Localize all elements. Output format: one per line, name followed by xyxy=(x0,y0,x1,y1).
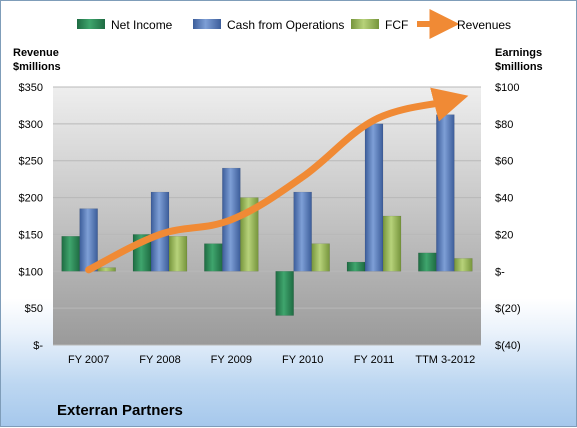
left-axis-title-line1: Revenue xyxy=(13,47,59,59)
left-axis-tick-label: $- xyxy=(33,340,43,352)
revenues-line xyxy=(85,87,469,274)
right-axis-tick-label: $40 xyxy=(495,193,513,205)
left-axis-tick-label: $50 xyxy=(25,303,43,315)
right-axis-title-line2: $millions xyxy=(495,61,543,73)
cash-from-operations-bar xyxy=(364,123,384,272)
left-axis-ticks: $350 $300 $250 $200 $150 $100 $50 $- xyxy=(19,82,44,352)
right-axis-tick-label: $- xyxy=(495,266,505,278)
legend-swatch-cash-from-operations xyxy=(193,19,221,29)
legend-swatch-net-income xyxy=(77,19,105,29)
cash-from-operations-bar xyxy=(79,208,98,272)
right-axis-tick-label: $100 xyxy=(495,82,519,94)
left-axis-tick-label: $150 xyxy=(19,229,43,241)
x-axis-tick-label: TTM 3-2012 xyxy=(415,354,475,366)
x-axis-tick-label: FY 2010 xyxy=(282,354,323,366)
left-axis-tick-label: $100 xyxy=(19,266,43,278)
right-axis-tick-label: $20 xyxy=(495,229,513,241)
x-axis-tick-label: FY 2009 xyxy=(211,354,252,366)
cash-from-operations-bar xyxy=(436,114,455,272)
legend-label-net-income: Net Income xyxy=(111,18,173,32)
right-axis-tick-label: $60 xyxy=(495,156,513,168)
left-axis-title-line2: $millions xyxy=(13,61,61,73)
company-name: Exterran Partners xyxy=(57,402,183,419)
fcf-bar xyxy=(97,267,116,272)
left-axis-tick-label: $300 xyxy=(19,119,43,131)
fcf-bar xyxy=(168,236,188,272)
plot-area xyxy=(53,87,481,345)
left-axis-tick-label: $200 xyxy=(19,193,43,205)
right-axis-title-line1: Earnings xyxy=(495,47,542,59)
x-axis-ticks: FY 2007 FY 2008 FY 2009 FY 2010 FY 2011 TTM 3… xyxy=(68,354,475,366)
net-income-bar xyxy=(346,261,366,272)
right-axis-tick-label: $(20) xyxy=(495,303,521,315)
fcf-bar xyxy=(454,258,473,272)
net-income-bar xyxy=(204,243,223,272)
x-axis-tick-label: FY 2008 xyxy=(139,354,180,366)
fcf-bar xyxy=(311,243,330,272)
x-axis-tick-label: FY 2011 xyxy=(354,354,395,366)
right-axis-tick-label: $(40) xyxy=(495,340,521,352)
net-income-bar xyxy=(61,236,80,272)
legend-label-fcf: FCF xyxy=(385,18,408,32)
left-axis-tick-label: $350 xyxy=(19,82,43,94)
left-axis-tick-label: $250 xyxy=(19,156,43,168)
legend-label-revenues: Revenues xyxy=(457,18,511,32)
right-axis-tick-label: $80 xyxy=(495,119,513,131)
legend-swatch-fcf xyxy=(351,19,379,29)
net-income-bar xyxy=(418,252,437,272)
fcf-bar xyxy=(382,215,402,272)
legend-label-cash-from-operations: Cash from Operations xyxy=(227,18,344,32)
legend: Net Income Cash from Operations FCF Reve… xyxy=(77,9,511,39)
revenue-series xyxy=(85,87,469,274)
right-axis-ticks: $100 $80 $60 $40 $20 $- $(20) $(40) xyxy=(495,82,521,352)
net-income-bar xyxy=(275,271,294,316)
x-axis-tick-label: FY 2007 xyxy=(68,354,109,366)
cash-from-operations-bar xyxy=(293,191,312,272)
